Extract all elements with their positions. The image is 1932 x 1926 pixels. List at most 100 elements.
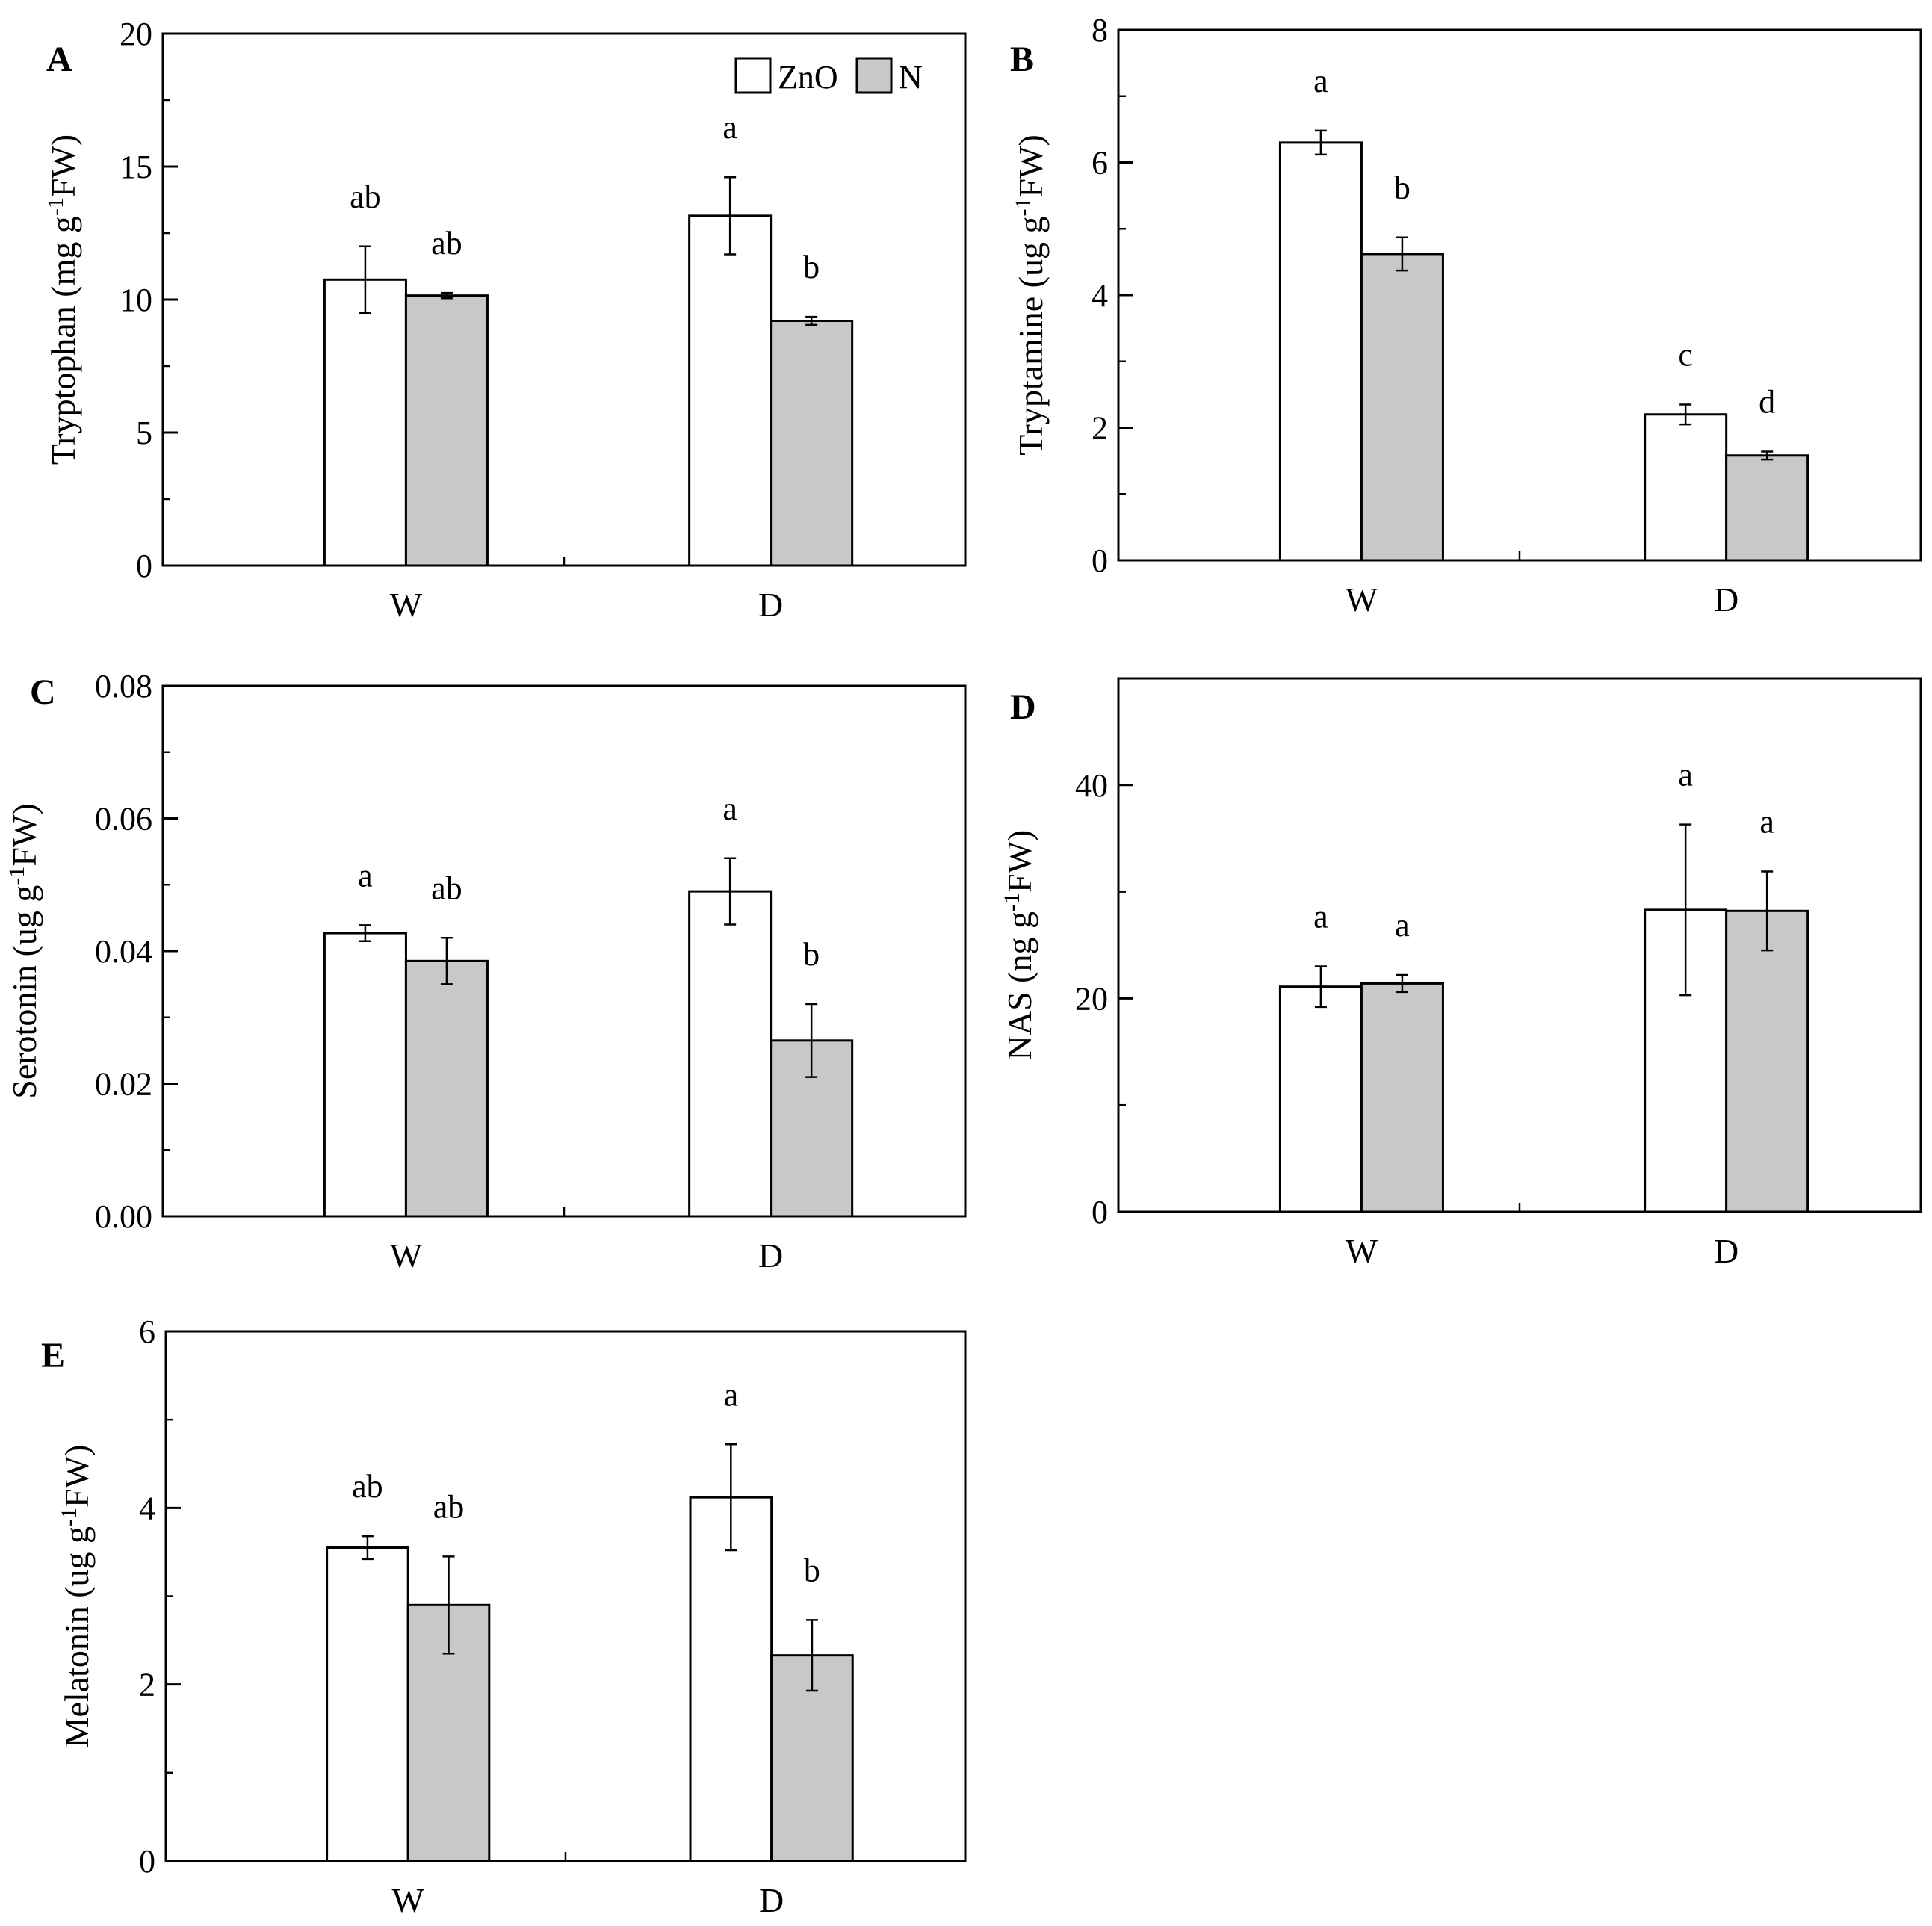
- y-tick-label: 0: [139, 1843, 155, 1880]
- bar-n-d: [1725, 454, 1809, 562]
- y-tick-label: 0.02: [95, 1066, 152, 1103]
- significance-letter: a: [724, 1376, 739, 1413]
- x-tick-label: W: [1346, 580, 1378, 619]
- y-axis-label-unit: FW): [44, 134, 82, 197]
- y-axis-label-main: Tryptophan (mg g: [44, 216, 82, 465]
- panel-a: 0 5 10 15 20 W Dab a ab b A Tryptophan (mg g-1FW) Zn…: [43, 16, 967, 624]
- significance-letter: ab: [352, 1468, 383, 1505]
- x-tick-label: D: [758, 586, 783, 624]
- bar-n-w: [404, 959, 489, 1218]
- y-axis-label: Tryptophan (mg g-1FW): [43, 134, 82, 465]
- x-tick-label: W: [1346, 1232, 1378, 1270]
- y-tick-label: 0: [1092, 1194, 1108, 1230]
- x-tick-label: D: [1714, 1232, 1739, 1270]
- y-tick-label: 2: [139, 1667, 155, 1703]
- bar-zno-w: [323, 932, 407, 1218]
- y-tick-label: 20: [1075, 980, 1108, 1017]
- y-tick-label: 0.06: [95, 801, 152, 837]
- y-axis-label-main: Tryptamine (ug g: [1012, 217, 1050, 456]
- panel-c: 0.00 0.02 0.04 0.06 0.08 W Da a ab b C Serotonin (u…: [4, 668, 967, 1275]
- y-tick-label: 0: [136, 548, 152, 584]
- panel-letter: A: [46, 40, 72, 79]
- x-tick-label: D: [758, 1236, 783, 1275]
- significance-letter: ab: [350, 179, 381, 215]
- y-tick-label: 4: [139, 1490, 155, 1526]
- y-tick-label: 20: [120, 16, 152, 52]
- significance-letter: a: [1313, 899, 1328, 935]
- y-tick-label: 6: [1092, 145, 1108, 182]
- legend-label-n: N: [899, 59, 923, 96]
- x-tick-label: D: [759, 1881, 784, 1919]
- legend-swatch-n: [855, 57, 893, 94]
- y-tick-label: 0.04: [95, 933, 152, 970]
- bar-n-d: [1725, 909, 1809, 1213]
- x-tick-label: W: [390, 1236, 423, 1275]
- y-axis-label: Melatonin (ug g-1FW): [57, 1445, 96, 1748]
- y-axis-label-main: Melatonin (ug g: [58, 1526, 96, 1747]
- significance-letter: b: [1394, 170, 1411, 206]
- y-tick-label: 0.00: [95, 1198, 152, 1235]
- panel-letter: B: [1010, 40, 1034, 79]
- bar-n-w: [404, 294, 489, 567]
- y-tick-label: 10: [120, 282, 152, 318]
- y-axis-label-superscript: -1: [43, 197, 68, 216]
- y-axis-label-unit: FW): [58, 1445, 96, 1508]
- y-axis-label-unit: FW): [1012, 134, 1050, 197]
- x-tick-label: W: [390, 586, 423, 624]
- panel-e: 0 2 4 6 W Dab a ab b E Melatonin (ug g-1FW): [41, 1313, 967, 1919]
- y-axis-label: Tryptamine (ug g-1FW): [1011, 134, 1050, 456]
- bar-zno-d: [688, 214, 773, 567]
- bar-n-w: [1360, 253, 1444, 562]
- significance-letter: a: [1313, 63, 1328, 99]
- bar-zno-d: [1644, 413, 1728, 562]
- panel-letter: D: [1010, 687, 1036, 727]
- y-tick-label: 15: [120, 149, 152, 185]
- bar-zno-w: [1278, 985, 1363, 1213]
- significance-letter: a: [722, 790, 737, 827]
- significance-letter: ab: [433, 1488, 465, 1525]
- y-axis-label-superscript: -1: [1011, 198, 1035, 217]
- bar-zno-d: [689, 1496, 773, 1862]
- legend: ZnO N: [734, 57, 923, 96]
- x-tick-label: D: [1714, 580, 1739, 619]
- significance-letter: b: [803, 249, 820, 285]
- significance-letter: a: [722, 109, 737, 146]
- y-tick-label: 8: [1092, 12, 1108, 49]
- legend-swatch-zno: [734, 57, 772, 94]
- significance-letter: b: [803, 936, 820, 973]
- y-tick-label: 40: [1075, 767, 1108, 804]
- y-axis-label: Serotonin (ug g-1FW): [4, 803, 43, 1099]
- y-axis-label-main: Serotonin (ug g: [5, 885, 43, 1099]
- y-tick-label: 6: [139, 1313, 155, 1350]
- significance-letter: a: [358, 857, 373, 894]
- panel-b: 0 2 4 6 8 W Da c b d B Tryptamine (ug g-1FW): [1010, 12, 1922, 619]
- significance-letter: ab: [431, 225, 462, 261]
- y-axis-label-unit: FW): [5, 803, 43, 866]
- significance-letter: a: [1678, 757, 1693, 793]
- panel-letter: E: [41, 1336, 65, 1375]
- bar-n-d: [770, 319, 854, 567]
- y-tick-label: 0.08: [95, 668, 152, 705]
- bar-zno-w: [1278, 141, 1363, 562]
- bar-n-w: [1360, 982, 1444, 1213]
- y-tick-label: 5: [136, 415, 152, 451]
- y-axis-label-superscript: -1: [57, 1508, 81, 1526]
- significance-letter: ab: [431, 870, 462, 906]
- significance-letter: c: [1678, 336, 1693, 373]
- y-axis-label: NAS (ng g-1FW): [1000, 830, 1038, 1061]
- y-tick-label: 4: [1092, 277, 1108, 314]
- y-tick-label: 2: [1092, 410, 1108, 447]
- significance-letter: d: [1759, 383, 1775, 420]
- y-axis-label-main: NAS (ng g: [1000, 911, 1038, 1060]
- legend-label-zno: ZnO: [778, 59, 838, 96]
- significance-letter: b: [804, 1552, 820, 1588]
- significance-letter: a: [1759, 803, 1774, 840]
- bar-zno-w: [323, 278, 407, 567]
- y-axis-label-superscript: -1: [4, 867, 29, 885]
- panel-letter: C: [30, 672, 56, 712]
- panel-d: 0 20 40 W Da a a a D NAS (ng g-1FW): [1000, 677, 1922, 1270]
- y-tick-label: 0: [1092, 542, 1108, 579]
- bar-zno-w: [326, 1546, 409, 1862]
- y-axis-label-superscript: -1: [1000, 893, 1024, 911]
